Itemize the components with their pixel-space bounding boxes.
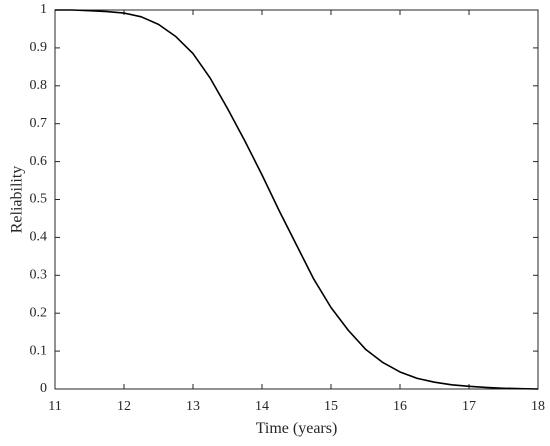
y-tick-label: 0.6 [30,154,48,169]
y-tick-label: 0.9 [30,40,48,55]
x-axis-label: Time (years) [256,420,338,437]
x-tick-label: 12 [117,399,131,414]
y-tick-label: 0.5 [30,192,48,207]
y-tick-label: 0.2 [30,305,48,320]
x-tick-label: 11 [48,399,61,414]
x-tick-label: 13 [186,399,200,414]
y-tick-label: 0.7 [30,116,48,131]
x-tick-label: 17 [462,399,476,414]
y-tick-label: 1 [40,2,47,17]
x-tick-label: 15 [324,399,338,414]
plot-frame [54,9,539,390]
y-tick-label: 0.8 [30,78,48,93]
line [55,9,539,390]
y-tick-label: 0 [40,381,47,396]
x-tick-label: 16 [393,399,407,414]
y-tick-label: 0.4 [30,230,48,245]
x-tick-label: 18 [531,399,545,414]
x-tick-label: 14 [255,399,269,414]
y-axis-label: Reliability [9,166,26,234]
y-tick-label: 0.3 [30,268,48,283]
y-tick-label: 0.1 [30,343,48,358]
